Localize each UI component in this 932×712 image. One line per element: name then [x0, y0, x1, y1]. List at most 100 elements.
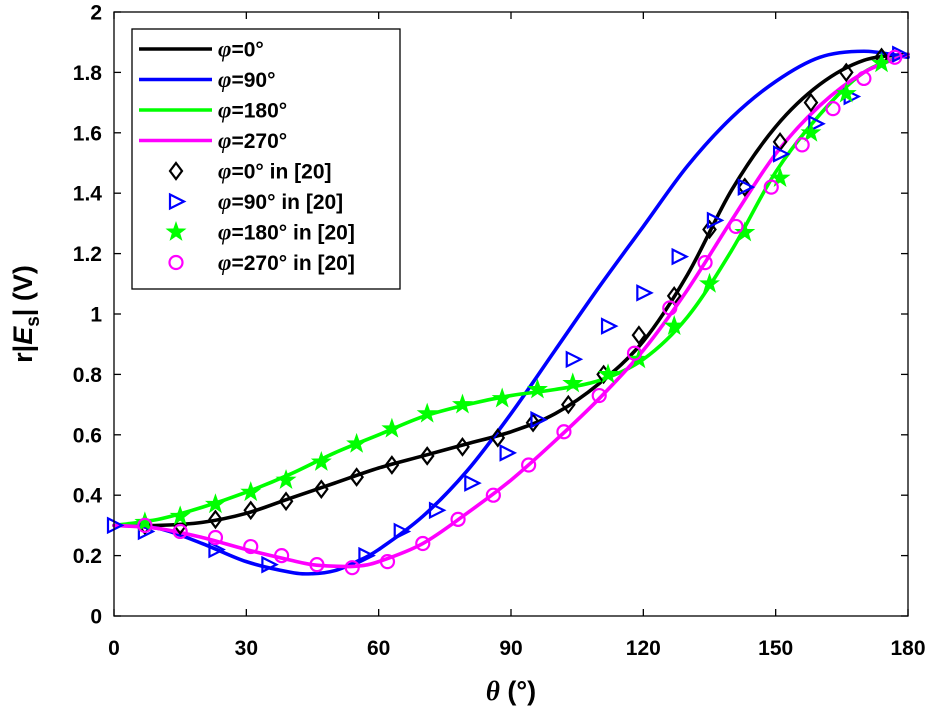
- legend-entry-3: φ=270°: [139, 128, 287, 153]
- legend-label: φ=0°: [218, 37, 264, 62]
- data-point-7-1: [172, 523, 188, 540]
- legend-label: φ=0° in [20]: [218, 159, 332, 184]
- data-point-7-21: [856, 70, 872, 87]
- data-point-7-12: [556, 424, 572, 440]
- data-point-4-5: [313, 479, 329, 499]
- data-point-7-14: [626, 345, 643, 361]
- legend-marker-sample: [165, 220, 187, 241]
- data-point-7-0: [137, 517, 153, 534]
- series-1: [112, 49, 910, 576]
- axis-ticks: 0 30 60 90 120 150 180 0 0.2 0.4 0.6 0.8 1 1.2 1.4 1.6 1…: [73, 2, 926, 661]
- legend-entry-2: φ=180°: [139, 98, 287, 123]
- legend-entry-5: φ=90° in [20]: [168, 189, 343, 214]
- data-point-5-11: [600, 317, 619, 335]
- data-point-4-12: [560, 394, 576, 415]
- x-tick-label: 0: [108, 637, 120, 660]
- y-tick-label: 2: [90, 2, 102, 25]
- legend-label: φ=180° in [20]: [218, 220, 355, 245]
- data-point-5-12: [636, 284, 654, 302]
- data-point-6-7: [381, 417, 403, 438]
- data-point-7-10: [485, 487, 501, 503]
- data-point-4-7: [384, 455, 400, 475]
- y-tick-label: 0.2: [73, 545, 102, 568]
- legend-entry-4: φ=0° in [20]: [168, 159, 332, 184]
- y-tick-label: 0.6: [73, 424, 102, 447]
- y-tick-label: 1.2: [73, 243, 102, 266]
- legend-entry-7: φ=270° in [20]: [168, 250, 355, 275]
- data-point-6-16: [699, 272, 720, 293]
- legend-marker-sample: [168, 192, 187, 211]
- legend-box: [131, 28, 401, 290]
- legend-marker-sample: [168, 161, 184, 181]
- data-point-5-15: [737, 178, 756, 196]
- data-point-5-5: [393, 522, 412, 541]
- data-point-6-6: [346, 432, 368, 453]
- data-point-7-6: [344, 560, 360, 576]
- data-point-6-11: [526, 378, 548, 399]
- x-tick-label: 120: [626, 637, 661, 660]
- series-7: [137, 49, 903, 576]
- series-3: [112, 52, 910, 569]
- data-point-4-20: [838, 62, 854, 83]
- data-point-7-17: [728, 218, 744, 235]
- data-point-5-2: [208, 540, 226, 559]
- data-point-6-20: [835, 82, 857, 103]
- data-point-5-7: [464, 474, 482, 492]
- data-point-7-22: [887, 49, 903, 65]
- data-point-5-17: [808, 114, 826, 133]
- data-point-7-18: [763, 179, 779, 195]
- legend-entry-6: φ=180° in [20]: [165, 220, 355, 245]
- data-point-4-19: [803, 92, 819, 113]
- x-tick-label: 180: [890, 637, 925, 660]
- data-point-5-13: [671, 247, 690, 266]
- data-point-7-4: [274, 547, 290, 564]
- y-tick-label: 1.4: [73, 183, 103, 206]
- data-point-6-5: [310, 450, 332, 471]
- legend-entry-0: φ=0°: [139, 37, 264, 62]
- data-point-5-6: [428, 501, 447, 520]
- data-point-4-10: [490, 427, 506, 448]
- y-tick-label: 0.4: [73, 485, 103, 508]
- x-axis-title: θ (°): [486, 676, 536, 706]
- data-point-5-0: [106, 516, 125, 535]
- data-point-4-14: [631, 325, 647, 345]
- data-point-7-7: [379, 554, 396, 570]
- data-point-5-8: [499, 444, 518, 462]
- data-point-6-10: [491, 387, 513, 408]
- legend-entry-1: φ=90°: [139, 67, 276, 92]
- x-tick-label: 60: [367, 637, 390, 660]
- legend-label: φ=180°: [218, 98, 287, 123]
- series-line-3: [112, 52, 910, 569]
- data-point-6-2: [204, 493, 226, 514]
- legend-label: φ=270° in [20]: [218, 250, 355, 275]
- y-tick-label: 1.8: [73, 62, 103, 85]
- data-point-5-14: [706, 211, 725, 230]
- data-point-6-17: [734, 221, 756, 242]
- data-point-4-4: [278, 491, 294, 512]
- data-point-7-13: [591, 387, 607, 404]
- legend-label: φ=90°: [218, 67, 276, 92]
- data-point-4-6: [349, 467, 364, 487]
- data-point-6-13: [597, 363, 619, 384]
- y-axis-title: r|Es| (V): [8, 265, 44, 363]
- data-point-4-8: [419, 446, 435, 466]
- data-point-5-9: [530, 410, 548, 429]
- x-tick-label: 150: [758, 637, 793, 660]
- data-point-7-11: [521, 457, 537, 473]
- data-point-7-8: [415, 535, 431, 552]
- data-point-7-20: [825, 101, 841, 117]
- y-tick-label: 0.8: [73, 364, 103, 387]
- data-point-6-0: [134, 511, 156, 532]
- data-point-6-4: [275, 469, 297, 490]
- y-tick-label: 1.6: [73, 122, 102, 145]
- series-line-1: [112, 49, 910, 576]
- data-point-7-15: [662, 300, 678, 316]
- data-point-6-15: [663, 315, 685, 336]
- data-point-7-2: [207, 529, 224, 546]
- data-point-4-3: [243, 500, 259, 521]
- data-point-6-9: [451, 393, 473, 414]
- plot-data-layer: [106, 45, 910, 576]
- data-point-6-3: [240, 481, 262, 502]
- data-point-6-12: [562, 372, 584, 393]
